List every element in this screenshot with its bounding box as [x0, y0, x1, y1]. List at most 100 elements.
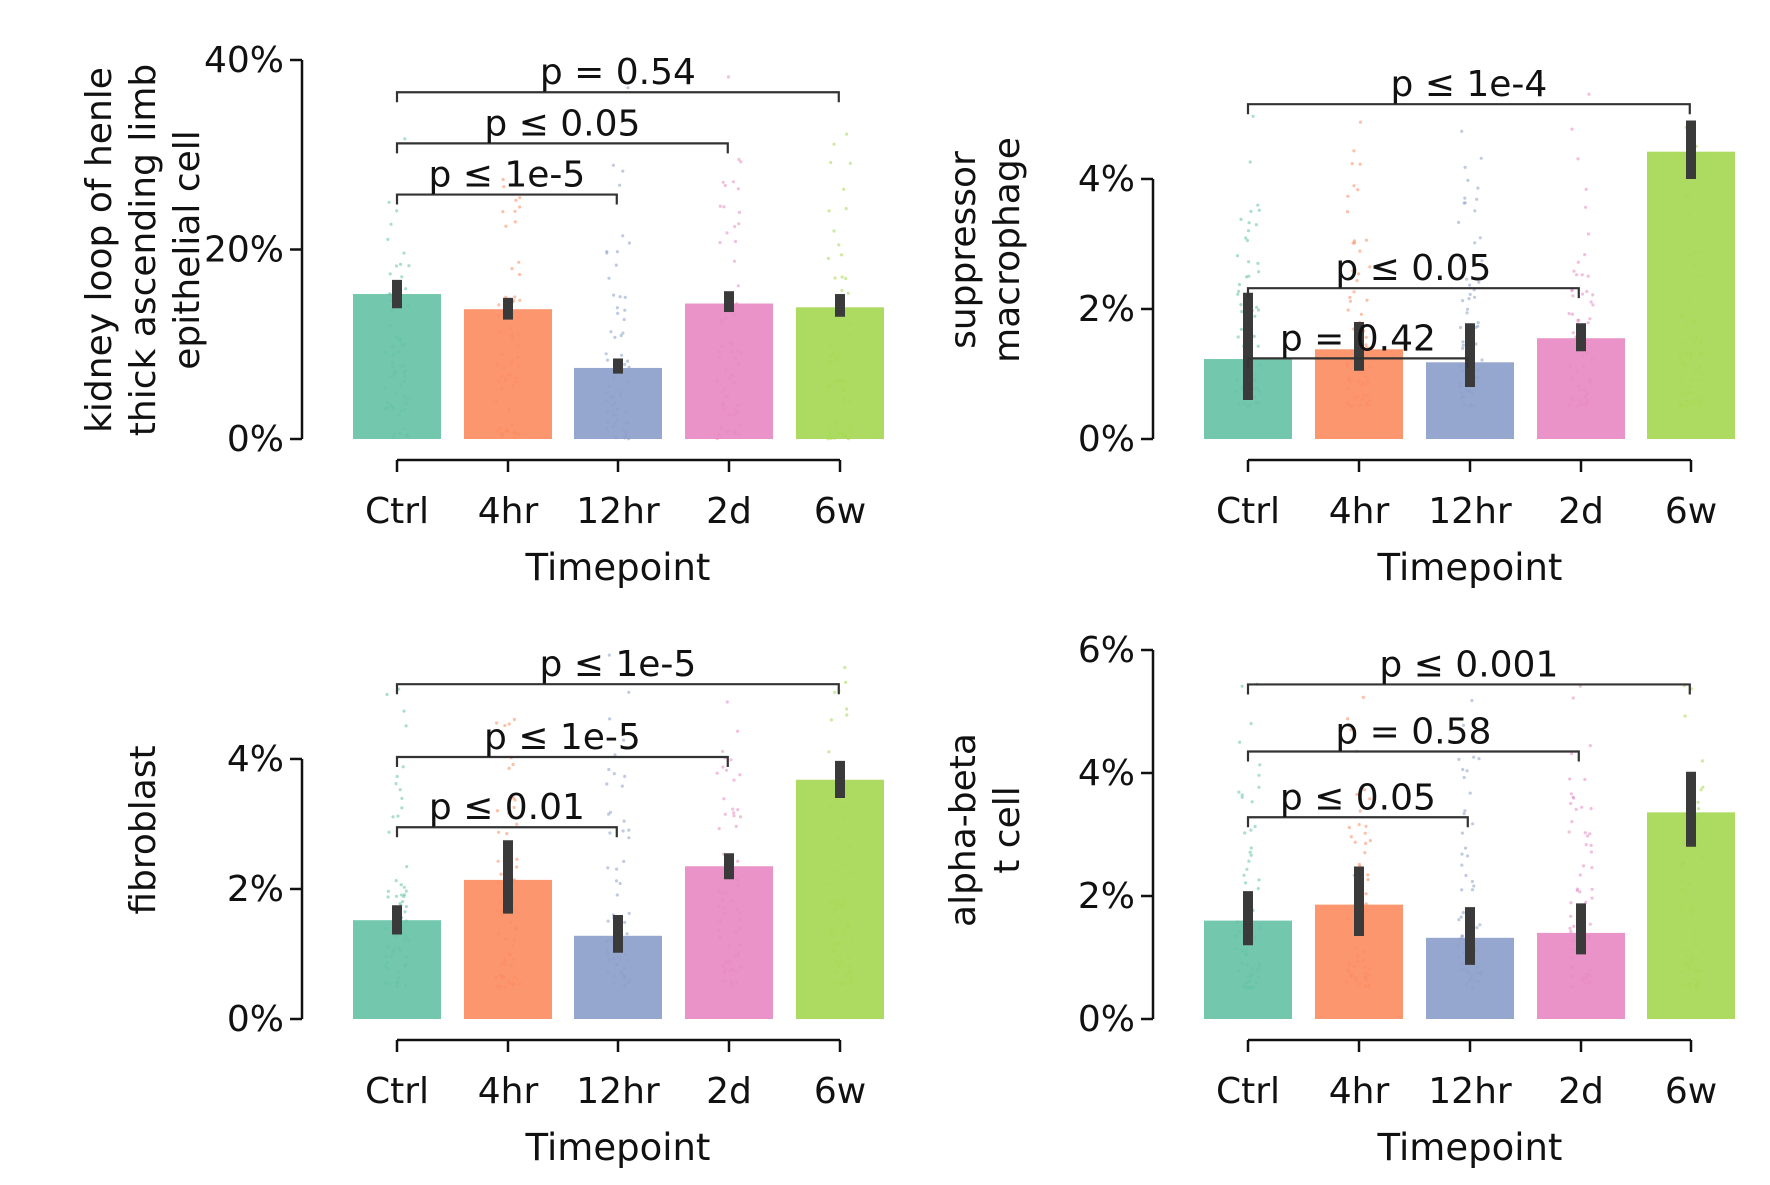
strip-point [1460, 962, 1464, 966]
strip-point [391, 365, 395, 369]
strip-point [1245, 867, 1249, 871]
strip-point [1459, 257, 1463, 261]
strip-point [1583, 395, 1587, 399]
strip-point [513, 220, 517, 224]
strip-point [842, 931, 846, 935]
strip-point [1349, 359, 1353, 363]
bar-ctrl [353, 294, 441, 439]
strip-point [847, 399, 851, 403]
strip-point [1238, 929, 1242, 933]
strip-point [1459, 325, 1463, 330]
strip-point [403, 964, 407, 968]
strip-point [1700, 856, 1704, 861]
strip-point [623, 975, 627, 979]
strip-point [828, 361, 832, 365]
strip-point [1239, 303, 1243, 307]
strip-point [735, 411, 740, 415]
strip-point [387, 982, 391, 986]
strip-point [1699, 387, 1704, 391]
strip-point [1477, 280, 1481, 284]
strip-point [723, 407, 727, 411]
strip-point [1360, 383, 1364, 387]
strip-point [829, 354, 833, 358]
strip-point [394, 391, 399, 395]
strip-point [1680, 863, 1684, 867]
x-axis-title: Timepoint [525, 546, 711, 589]
strip-point [627, 365, 631, 369]
strip-point [622, 966, 627, 970]
strip-point [511, 943, 515, 947]
strip-point [407, 264, 411, 268]
strip-point [514, 926, 518, 930]
strip-point [1253, 373, 1258, 377]
strip-point [1581, 864, 1586, 868]
strip-point [1581, 976, 1585, 980]
strip-point [1468, 791, 1472, 795]
strip-point [733, 239, 738, 244]
strip-point [1461, 723, 1465, 727]
strip-point [387, 200, 391, 204]
strip-point [1364, 824, 1368, 828]
strip-point [1462, 951, 1466, 955]
strip-point [1356, 188, 1360, 192]
strip-point [394, 336, 398, 340]
y-axis-title-line: suppressor [943, 151, 984, 349]
strip-point [1476, 186, 1480, 190]
strip-point [518, 298, 522, 302]
strip-point [736, 884, 740, 888]
strip-point [1696, 800, 1700, 804]
strip-point [1586, 274, 1590, 278]
strip-point [847, 965, 852, 969]
strip-point [840, 253, 844, 257]
strip-point [500, 387, 504, 391]
strip-point [1571, 965, 1575, 969]
strip-point [513, 209, 517, 213]
strip-point [624, 430, 628, 434]
strip-point [827, 750, 831, 754]
strip-point [1569, 801, 1573, 806]
strip-point [1248, 160, 1252, 164]
strip-point [1572, 939, 1576, 943]
strip-point [1368, 797, 1372, 801]
strip-point [1677, 356, 1682, 360]
strip-point [399, 383, 403, 387]
strip-point [1473, 295, 1477, 299]
strip-point [718, 241, 722, 245]
strip-point [1363, 965, 1367, 969]
strip-point [1358, 403, 1362, 407]
strip-point [1686, 195, 1690, 199]
strip-point [1353, 945, 1357, 950]
strip-point [1475, 375, 1480, 379]
strip-point [829, 718, 834, 722]
strip-point [1461, 346, 1465, 350]
strip-point [516, 355, 520, 360]
strip-point [1581, 354, 1585, 358]
p-value-label: p = 0.42 [1280, 318, 1436, 359]
strip-point [502, 185, 506, 189]
strip-point [1585, 392, 1589, 396]
significance-bracket [395, 683, 840, 695]
strip-point [1584, 205, 1588, 209]
strip-point [1567, 830, 1571, 834]
strip-point [611, 403, 615, 408]
strip-point [1256, 401, 1260, 405]
strip-point [1461, 340, 1465, 344]
strip-point [837, 243, 841, 247]
strip-point [1572, 924, 1576, 928]
strip-point [1361, 695, 1365, 700]
strip-point [1686, 212, 1690, 216]
strip-point [717, 904, 721, 908]
strip-point [626, 86, 630, 90]
strip-point [844, 680, 848, 684]
strip-point [1470, 888, 1475, 892]
strip-point [1256, 308, 1261, 312]
y-axis-title-line: t cell [987, 786, 1028, 874]
strip-point [1361, 950, 1365, 954]
strip-point [1690, 958, 1694, 963]
strip-point [1688, 299, 1692, 303]
strip-point [618, 393, 623, 397]
strip-point [1678, 399, 1682, 403]
strip-point [1700, 396, 1704, 400]
x-tick-label: 2d [1558, 491, 1604, 532]
strip-point [1236, 292, 1240, 296]
